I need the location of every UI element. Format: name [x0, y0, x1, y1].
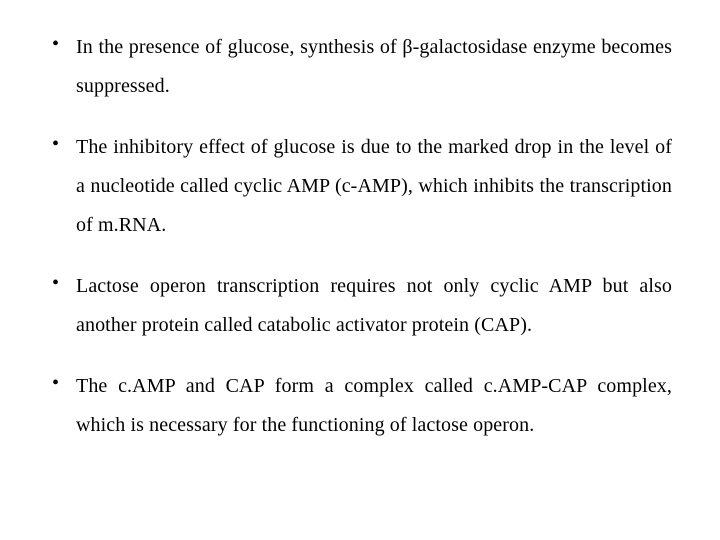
list-item: Lactose operon transcription requires no…: [48, 267, 672, 345]
bullet-list: In the presence of glucose, synthesis of…: [48, 28, 672, 445]
list-item: The c.AMP and CAP form a complex called …: [48, 367, 672, 445]
bullet-text: In the presence of glucose, synthesis of…: [76, 36, 672, 97]
bullet-text: The inhibitory effect of glucose is due …: [76, 136, 672, 236]
list-item: The inhibitory effect of glucose is due …: [48, 128, 672, 245]
list-item: In the presence of glucose, synthesis of…: [48, 28, 672, 106]
bullet-text: The c.AMP and CAP form a complex called …: [76, 375, 672, 436]
bullet-text: Lactose operon transcription requires no…: [76, 275, 672, 336]
